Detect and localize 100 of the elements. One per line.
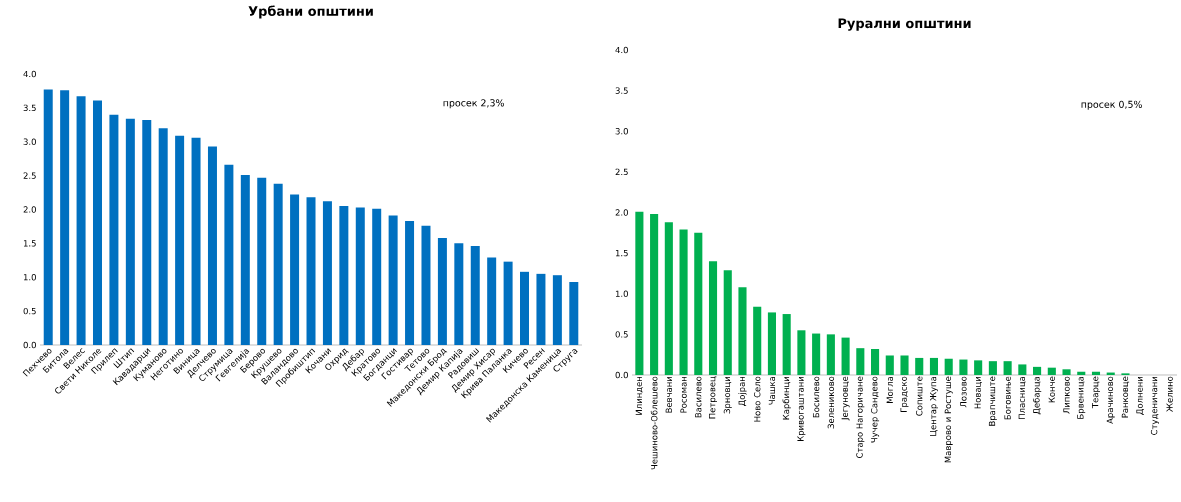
bar xyxy=(944,358,953,375)
bar xyxy=(694,232,703,375)
bar xyxy=(372,208,382,345)
bar xyxy=(142,120,152,345)
x-tick-label: Арачиново xyxy=(1106,376,1115,424)
y-tick-label: 1.0 xyxy=(615,290,628,297)
bar xyxy=(569,281,579,345)
bar xyxy=(1062,369,1071,375)
y-tick-label: 3.0 xyxy=(615,128,628,135)
bar xyxy=(974,360,983,375)
x-tick-label: Василево xyxy=(695,376,702,418)
bar xyxy=(1018,364,1027,375)
bar xyxy=(826,334,835,375)
bar xyxy=(536,273,546,345)
bar xyxy=(470,246,480,345)
bar xyxy=(92,100,102,345)
y-tick-label: 2.5 xyxy=(23,172,36,179)
bar xyxy=(339,206,349,345)
x-tick-label: Ново Село xyxy=(754,376,761,422)
bar xyxy=(988,361,997,375)
bar xyxy=(207,146,217,345)
bar xyxy=(900,355,909,375)
bar xyxy=(454,243,464,345)
x-tick-label: Долнени xyxy=(1136,376,1144,415)
bar xyxy=(306,197,316,345)
y-tick-label: 1.5 xyxy=(23,240,36,247)
bar xyxy=(109,114,119,345)
bar xyxy=(257,177,267,345)
x-tick-label: Дебарца xyxy=(1032,376,1042,415)
y-tick-label: 0.5 xyxy=(23,307,36,315)
bar xyxy=(753,306,762,375)
x-tick-label: Росоман xyxy=(680,376,687,413)
bar xyxy=(76,96,86,345)
x-tick-label: Пласница xyxy=(1018,376,1027,419)
x-tick-label: Јегуновце xyxy=(841,376,850,421)
x-tick-label: Боговиње xyxy=(1004,376,1011,420)
x-tick-label: Босилево xyxy=(812,376,820,418)
bar xyxy=(273,183,283,345)
bar xyxy=(224,164,234,345)
x-tick-label: Сопиште xyxy=(916,376,923,416)
x-tick-label: Лозово xyxy=(960,376,967,408)
bar xyxy=(503,261,513,345)
x-tick-label: Теарце xyxy=(1092,376,1100,409)
bar xyxy=(664,222,673,375)
y-tick-label: 2.0 xyxy=(615,209,628,216)
bar xyxy=(1003,361,1012,375)
x-tick-label: Могла xyxy=(886,376,893,403)
bar xyxy=(635,211,644,375)
bar xyxy=(1077,371,1086,375)
bar xyxy=(520,271,530,345)
bar xyxy=(191,137,201,345)
y-tick-label: 4.0 xyxy=(615,46,628,54)
x-tick-label: Вевчани xyxy=(665,376,672,413)
chart-title: Урбани општини xyxy=(248,5,373,19)
y-tick-label: 1.5 xyxy=(615,249,628,257)
x-tick-label: Дојран xyxy=(738,376,747,407)
bar xyxy=(437,237,447,345)
bar xyxy=(797,330,806,375)
y-tick-label: 0.0 xyxy=(615,371,628,379)
bar xyxy=(487,257,497,345)
x-tick-label: Новаци xyxy=(974,376,982,409)
y-tick-label: 4.0 xyxy=(23,70,36,78)
annotation: просек 2,3% xyxy=(443,99,504,109)
x-tick-label: Желино xyxy=(1166,376,1173,412)
x-tick-label: Илинден xyxy=(635,376,644,415)
bar xyxy=(175,135,185,345)
bar xyxy=(1033,366,1042,375)
bar xyxy=(125,118,135,345)
bar xyxy=(723,270,732,375)
bar xyxy=(841,337,850,375)
bar xyxy=(552,275,562,345)
x-tick-label: Центар Жупа xyxy=(930,376,938,436)
x-tick-label: Зелениково xyxy=(827,376,835,429)
x-tick-label: Конче xyxy=(1048,376,1055,403)
bar xyxy=(421,225,431,345)
bar xyxy=(290,194,300,345)
x-tick-label: Брвеница xyxy=(1077,376,1086,419)
y-tick-label: 2.0 xyxy=(23,206,36,213)
y-tick-label: 1.0 xyxy=(23,274,36,281)
bar xyxy=(405,221,415,345)
bar xyxy=(60,90,70,345)
bar xyxy=(856,348,865,375)
x-tick-label: Чашка xyxy=(768,376,776,405)
x-tick-label: Маврово и Ростуше xyxy=(944,376,953,463)
y-tick-label: 0.5 xyxy=(615,331,628,338)
bar xyxy=(885,355,894,375)
y-tick-label: 3.5 xyxy=(615,87,628,94)
x-tick-label: Карбинци xyxy=(782,376,791,420)
bar xyxy=(871,348,880,375)
bar xyxy=(708,261,718,375)
bar xyxy=(915,357,924,375)
bar xyxy=(1047,367,1056,375)
x-tick-label: Зрновци xyxy=(723,376,732,414)
bar xyxy=(959,359,968,375)
bar xyxy=(782,314,791,375)
bar xyxy=(1091,371,1101,375)
bar xyxy=(679,229,688,375)
bar xyxy=(388,215,398,345)
x-tick-label: Липково xyxy=(1063,376,1070,414)
bar xyxy=(767,312,776,375)
